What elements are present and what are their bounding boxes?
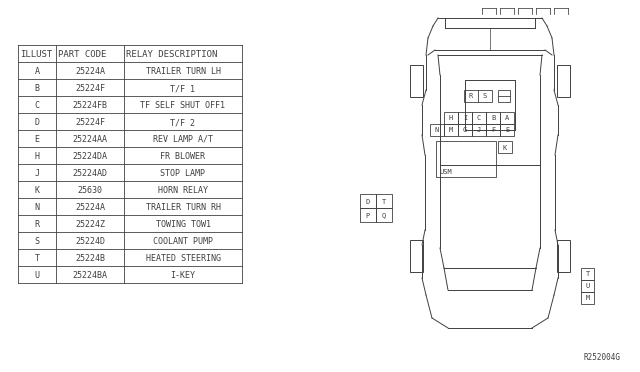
Text: T: T (382, 199, 386, 205)
Text: 25224DA: 25224DA (72, 152, 108, 161)
Bar (500, 124, 514, 136)
Text: F: F (491, 128, 495, 134)
Text: 25224AD: 25224AD (72, 169, 108, 178)
Text: S: S (483, 93, 487, 99)
Text: H: H (449, 115, 453, 122)
Text: D: D (35, 118, 40, 127)
Bar (376, 194, 392, 208)
Text: U: U (35, 271, 40, 280)
Text: T/F 1: T/F 1 (170, 84, 195, 93)
Bar (581, 280, 594, 292)
Text: J: J (477, 128, 481, 134)
Text: T/F 2: T/F 2 (170, 118, 195, 127)
Text: ILLUST: ILLUST (20, 50, 52, 59)
Text: 25224F: 25224F (75, 118, 105, 127)
Bar (464, 90, 492, 102)
Text: A: A (35, 67, 40, 76)
Text: B: B (35, 84, 40, 93)
Text: J: J (35, 169, 40, 178)
Bar (498, 90, 510, 102)
Text: K: K (503, 144, 507, 151)
Text: USM: USM (440, 169, 452, 175)
Text: N: N (35, 203, 40, 212)
Text: 25224FB: 25224FB (72, 101, 108, 110)
Text: I-KEY: I-KEY (170, 271, 195, 280)
Text: T: T (35, 254, 40, 263)
Text: B: B (491, 115, 495, 122)
Text: TRAILER TURN RH: TRAILER TURN RH (145, 203, 221, 212)
Text: STOP LAMP: STOP LAMP (161, 169, 205, 178)
Text: REV LAMP A/T: REV LAMP A/T (153, 135, 213, 144)
Bar (410, 65, 423, 97)
Text: TRAILER TURN LH: TRAILER TURN LH (145, 67, 221, 76)
Text: R: R (35, 220, 40, 229)
Bar (458, 112, 472, 124)
Bar (360, 208, 376, 222)
Text: PART CODE: PART CODE (58, 50, 106, 59)
Text: N: N (435, 128, 439, 134)
Text: R: R (469, 93, 473, 99)
Bar (430, 124, 444, 136)
Text: M: M (449, 128, 453, 134)
Bar (581, 268, 594, 280)
Bar (500, 112, 514, 124)
Text: 25224A: 25224A (75, 203, 105, 212)
Text: I: I (463, 115, 467, 122)
Bar (498, 141, 512, 153)
Text: T: T (586, 272, 589, 278)
Text: RELAY DESCRIPTION: RELAY DESCRIPTION (126, 50, 218, 59)
Text: M: M (586, 295, 589, 301)
Text: D: D (366, 199, 370, 205)
Text: G: G (463, 128, 467, 134)
Bar (581, 292, 594, 304)
Text: C: C (35, 101, 40, 110)
Text: TOWING TOW1: TOWING TOW1 (156, 220, 211, 229)
Text: 25224AA: 25224AA (72, 135, 108, 144)
Text: H: H (35, 152, 40, 161)
Bar (360, 194, 376, 208)
Text: U: U (586, 283, 589, 289)
Text: 25224F: 25224F (75, 84, 105, 93)
Bar (376, 208, 392, 222)
Text: HORN RELAY: HORN RELAY (158, 186, 208, 195)
Text: 25224B: 25224B (75, 254, 105, 263)
Text: R252004G: R252004G (583, 353, 620, 362)
Bar (472, 124, 486, 136)
Text: 25224A: 25224A (75, 67, 105, 76)
Text: 25630: 25630 (77, 186, 102, 195)
Bar (436, 141, 496, 177)
Text: A: A (505, 115, 509, 122)
Text: Q: Q (382, 212, 386, 218)
Bar (486, 112, 500, 124)
Text: HEATED STEERING: HEATED STEERING (145, 254, 221, 263)
Bar (472, 112, 486, 124)
Text: E: E (505, 128, 509, 134)
Bar (444, 124, 458, 136)
Text: P: P (366, 212, 370, 218)
Bar (458, 124, 472, 136)
Text: 25224Z: 25224Z (75, 220, 105, 229)
Text: 25224D: 25224D (75, 237, 105, 246)
Text: S: S (35, 237, 40, 246)
Text: FR BLOWER: FR BLOWER (161, 152, 205, 161)
Text: E: E (35, 135, 40, 144)
Bar (557, 65, 570, 97)
Text: K: K (35, 186, 40, 195)
Text: COOLANT PUMP: COOLANT PUMP (153, 237, 213, 246)
Text: 25224BA: 25224BA (72, 271, 108, 280)
Text: C: C (477, 115, 481, 122)
Bar (557, 240, 570, 272)
Bar (444, 112, 458, 124)
Bar (486, 124, 500, 136)
Bar (410, 240, 423, 272)
Text: TF SELF SHUT OFF1: TF SELF SHUT OFF1 (141, 101, 225, 110)
